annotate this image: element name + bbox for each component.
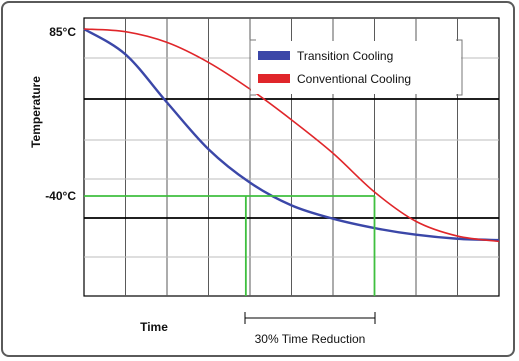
series-line-conventional-cooling [83, 28, 500, 243]
reference-lines [84, 195, 376, 296]
time-reduction-label: 30% Time Reduction [255, 332, 366, 346]
legend-swatch-transition [258, 51, 290, 60]
legend: Transition Cooling Conventional Cooling [249, 39, 463, 96]
y-axis-label: Temperature [29, 76, 43, 148]
series-line-transition-cooling [83, 27, 500, 242]
x-axis-label: Time [140, 320, 168, 334]
legend-label-conventional: Conventional Cooling [297, 72, 411, 86]
series-layer [83, 27, 500, 243]
y-tick-label-minus-40: -40°C [45, 189, 76, 203]
legend-swatch-conventional [258, 74, 290, 83]
y-tick-label-85: 85°C [49, 25, 76, 39]
legend-label-transition: Transition Cooling [297, 49, 393, 63]
time-reduction-bracket [244, 312, 376, 324]
